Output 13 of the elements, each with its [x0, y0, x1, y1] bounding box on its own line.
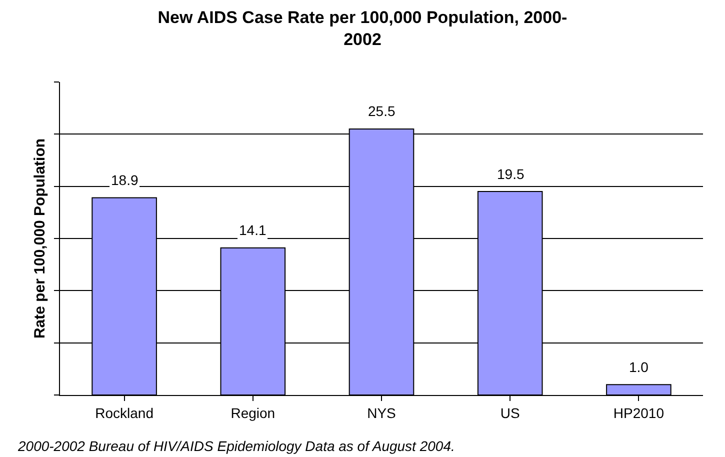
chart-title: New AIDS Case Rate per 100,000 Population, 2000-2002: [158, 8, 568, 49]
x-tick-label: US: [500, 404, 520, 421]
y-axis-title: Rate per 100,000 Population: [31, 138, 48, 339]
x-tick-label: Rockland: [95, 404, 154, 421]
x-tick-label: Region: [230, 404, 276, 421]
data-label: 18.9: [111, 172, 138, 188]
data-label: 14.1: [239, 222, 266, 238]
x-tick-label: HP2010: [613, 404, 664, 421]
x-tick-label: NYS: [367, 404, 396, 421]
text: 2000-2002 Bureau of HIV/AIDS Epidemiology Data as of August 2004.: [17, 438, 455, 454]
data-label: 25.5: [368, 103, 396, 119]
data-label: 19.5: [497, 166, 524, 182]
data-label: 1.0: [629, 359, 649, 375]
